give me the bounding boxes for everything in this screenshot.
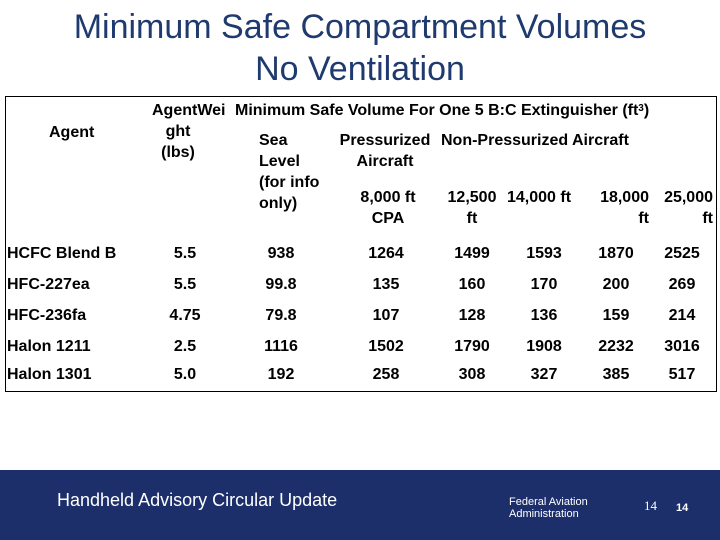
- table-frame-top: [5, 96, 717, 97]
- header-non-pressurized: Non-Pressurized Aircraft: [441, 132, 629, 149]
- volumes-table: Agent AgentWei ght (lbs) Minimum Safe Vo…: [5, 96, 717, 392]
- table-frame-left: [5, 96, 6, 392]
- table-row: HCFC Blend B 5.5 938 1264 1499 1593 1870…: [5, 243, 717, 273]
- table-frame-bottom: [5, 391, 717, 392]
- cell-weight: 4.75: [169, 307, 201, 324]
- header-alt-12500: 12,500 ft: [447, 189, 497, 227]
- cell-18000: 159: [602, 307, 630, 324]
- header-weight-wei: Wei: [197, 102, 226, 119]
- title-line-1: Minimum Safe Compartment Volumes: [73, 8, 647, 46]
- header-weight-agent: Agent: [152, 102, 198, 119]
- cell-14000: 136: [530, 307, 558, 324]
- cell-weight: 5.5: [173, 245, 197, 262]
- header-agent: Agent: [49, 124, 95, 141]
- table-row: HFC-227ea 5.5 99.8 135 160 170 200 269: [5, 274, 717, 304]
- table-frame-right: [716, 96, 717, 392]
- header-alt-18000: 18,000 ft: [600, 189, 649, 227]
- cell-18000: 2232: [598, 338, 634, 355]
- slide-title: Minimum Safe Compartment Volumes No Vent…: [0, 6, 720, 90]
- header-alt-25000: 25,000 ft: [664, 189, 713, 227]
- header-group-sup: 3: [638, 103, 644, 114]
- cell-25000: 3016: [664, 338, 700, 355]
- header-alt-14000: 14,000 ft: [507, 189, 572, 206]
- header-weight-top: AgentWei: [152, 100, 225, 121]
- cell-sea-level: 938: [267, 245, 295, 262]
- header-pressurized-sub: 8,000 ft CPA: [360, 189, 416, 227]
- header-sea-level: Sea Level (for info only): [259, 132, 320, 212]
- cell-12500: 1499: [454, 245, 490, 262]
- cell-agent: HFC-227ea: [7, 276, 90, 293]
- table-row: Halon 1301 5.0 192 258 308 327 385 517: [5, 366, 717, 392]
- cell-18000: 385: [602, 366, 630, 383]
- cell-weight: 5.0: [173, 366, 197, 383]
- header-pressurized: Pressurized Aircraft: [339, 132, 431, 170]
- cell-agent: HCFC Blend B: [7, 245, 117, 262]
- cell-25000: 214: [668, 307, 696, 324]
- cell-14000: 327: [530, 366, 558, 383]
- title-line-2: No Ventilation: [255, 50, 465, 88]
- cell-12500: 128: [458, 307, 486, 324]
- cell-14000: 170: [530, 276, 558, 293]
- footer-title: Handheld Advisory Circular Update: [57, 490, 338, 510]
- cell-8000: 1264: [368, 245, 404, 262]
- cell-sea-level: 1116: [264, 338, 298, 355]
- cell-14000: 1908: [526, 338, 562, 355]
- cell-12500: 308: [458, 366, 486, 383]
- page-number-small: 14: [676, 502, 689, 514]
- page-number: 14: [644, 498, 657, 513]
- header-group-close: ): [643, 102, 650, 119]
- header-weight-rest: ght (lbs): [161, 123, 195, 161]
- cell-agent: Halon 1301: [7, 366, 92, 383]
- cell-agent: HFC-236fa: [7, 307, 87, 324]
- cell-18000: 1870: [598, 245, 634, 262]
- cell-18000: 200: [602, 276, 630, 293]
- cell-weight: 5.5: [173, 276, 197, 293]
- cell-12500: 160: [458, 276, 486, 293]
- cell-12500: 1790: [454, 338, 490, 355]
- table-row: Halon 1211 2.5 1116 1502 1790 1908 2232 …: [5, 336, 717, 366]
- cell-agent: Halon 1211: [7, 338, 91, 355]
- cell-8000: 135: [372, 276, 400, 293]
- cell-weight: 2.5: [173, 338, 197, 355]
- cell-8000: 1502: [368, 338, 404, 355]
- cell-14000: 1593: [526, 245, 562, 262]
- cell-sea-level: 79.8: [265, 307, 297, 324]
- footer-bar: Handheld Advisory Circular Update Federa…: [0, 470, 720, 540]
- cell-sea-level: 99.8: [265, 276, 297, 293]
- header-group-title: Minimum Safe Volume For One 5 B:C Exting…: [235, 100, 649, 121]
- faa-line-1: Federal Aviation: [509, 496, 588, 508]
- faa-line-2: Administration: [509, 508, 579, 520]
- cell-25000: 269: [668, 276, 696, 293]
- cell-sea-level: 192: [267, 366, 295, 383]
- faa-wordmark: Federal Aviation Administration: [509, 496, 588, 520]
- cell-8000: 107: [372, 307, 400, 324]
- cell-25000: 517: [668, 366, 696, 383]
- header-group-text: Minimum Safe Volume For One 5 B:C Exting…: [235, 102, 639, 119]
- cell-25000: 2525: [664, 245, 700, 262]
- table-row: HFC-236fa 4.75 79.8 107 128 136 159 214: [5, 305, 717, 335]
- cell-8000: 258: [372, 366, 400, 383]
